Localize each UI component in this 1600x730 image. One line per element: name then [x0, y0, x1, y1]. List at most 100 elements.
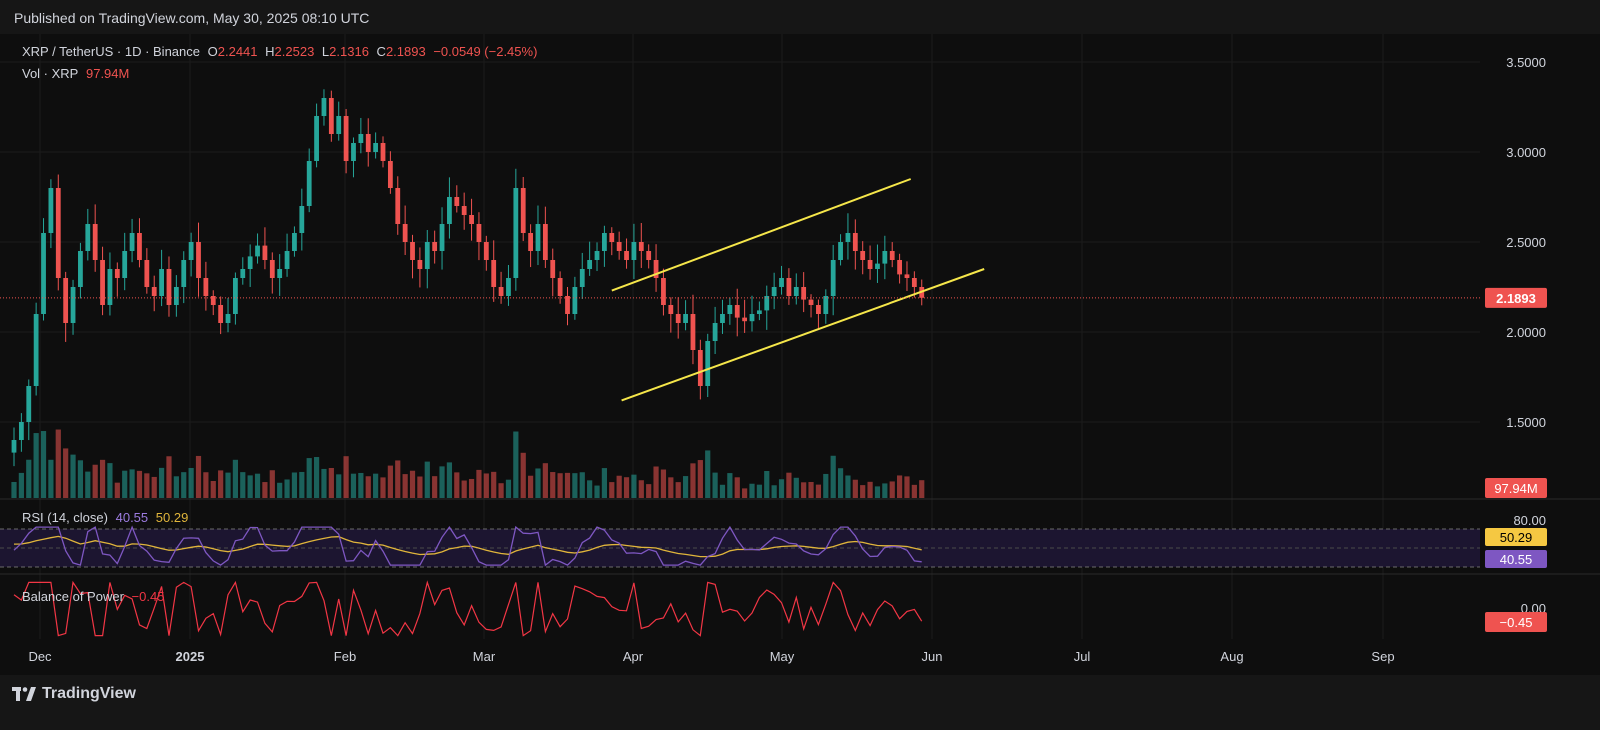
candle-body [808, 299, 814, 305]
candle-body [882, 251, 888, 264]
candle-body [535, 224, 541, 251]
candles [11, 89, 925, 467]
candle-body [306, 161, 312, 206]
volume-bar [40, 431, 47, 498]
volume-bar [232, 459, 238, 498]
volume-bar [85, 471, 91, 498]
candle-body [277, 269, 283, 278]
time-tick-label: Dec [28, 649, 52, 664]
candle-body [100, 260, 105, 305]
volume-bar [638, 480, 644, 498]
candle-body [889, 251, 895, 260]
candle-body [506, 278, 511, 296]
volume-bar [653, 466, 659, 498]
candle-body [816, 305, 821, 314]
candle-body [749, 314, 755, 322]
volume-bar [904, 476, 910, 498]
candle-body [55, 188, 61, 278]
volume-bar [461, 480, 467, 498]
volume-tag-label: 97.94M [1494, 481, 1537, 496]
candle-body [299, 206, 305, 233]
volume-bar [195, 455, 202, 498]
brand-name: TradingView [42, 685, 136, 702]
candle-body [705, 341, 711, 386]
volume-bar [557, 473, 563, 498]
time-tick-label: Sep [1371, 649, 1394, 664]
volume-bar [402, 474, 408, 498]
candle-body [321, 98, 327, 116]
volume-bar [262, 482, 268, 498]
bop-legend: Balance of Power −0.45 [22, 589, 168, 604]
volume-bar [328, 467, 334, 498]
volume-bar [564, 472, 571, 498]
candle-body [867, 260, 873, 269]
high-label: H [265, 44, 275, 59]
volume-bar [173, 476, 179, 498]
candle-body [48, 188, 54, 233]
volume-bar [727, 473, 733, 498]
symbol-name[interactable]: XRP / TetherUS · 1D · Binance [22, 44, 200, 59]
candle-body [727, 305, 733, 314]
volume-bar [882, 483, 888, 498]
candle-body [114, 269, 120, 278]
bop-tag [1485, 612, 1547, 632]
volume-bar [712, 472, 718, 498]
volume-bar [409, 470, 416, 498]
volume-bar [874, 486, 881, 498]
volume-bar [48, 459, 54, 498]
candle-body [653, 260, 659, 278]
candle-body [203, 278, 209, 296]
candle-body [661, 278, 666, 305]
candle-body [336, 116, 342, 134]
volume-bar [623, 477, 630, 498]
price-chart[interactable]: 80.00 50.29 40.55 0.00−0.45 1.5000 2.0000 2.… [0, 34, 1600, 675]
bop-pane: 0.00−0.45 [13, 580, 1547, 637]
low-label: L [321, 44, 330, 59]
volume-bar [646, 484, 652, 498]
bop-label[interactable]: Balance of Power [22, 589, 124, 604]
publish-bar: Published on TradingView.com, May 30, 20… [0, 0, 1600, 34]
time-tick-label: Jul [1074, 649, 1091, 664]
candle-body [188, 242, 194, 260]
volume-bar [247, 475, 253, 498]
candle-body [690, 314, 696, 350]
volume-bar [867, 481, 873, 498]
candle-body [85, 224, 91, 251]
time-tick-label: 2025 [176, 649, 205, 664]
trend-channel [611, 178, 985, 402]
volume-bar [550, 472, 556, 498]
low-value: 2.1316 [329, 44, 369, 59]
candle-body [830, 260, 836, 296]
candle-body [417, 260, 423, 269]
candle-body [240, 269, 246, 278]
volume-bar [668, 477, 674, 498]
volume-bar [579, 472, 585, 498]
volume-label[interactable]: Vol · XRP [22, 66, 79, 81]
volume-bar [837, 468, 844, 498]
volume-bar [151, 476, 157, 498]
volume-bar [601, 468, 607, 498]
volume-bar [454, 472, 460, 498]
volume-bar [705, 450, 711, 498]
rsi-ma-tag [1485, 528, 1547, 546]
volume-bar [572, 473, 578, 498]
volume-bar [343, 456, 349, 498]
trend-upper-line [611, 178, 912, 292]
volume-bar [719, 484, 726, 498]
rsi-label[interactable]: RSI (14, close) [22, 510, 108, 525]
candle-body [565, 296, 570, 314]
candle-body [557, 278, 563, 296]
tradingview-logo[interactable]: TradingView [12, 685, 136, 703]
candle-body [33, 314, 39, 386]
open-label: O [207, 44, 218, 59]
trend-lower-line [621, 268, 985, 402]
candle-body [387, 161, 393, 188]
price-tick-label: 2.0000 [1506, 325, 1546, 340]
candle-body [579, 269, 585, 287]
candle-body [70, 287, 76, 323]
candle-body [26, 386, 32, 422]
volume-bar [860, 485, 866, 498]
candle-body [845, 233, 851, 242]
volume-bar [815, 484, 822, 498]
volume-bar [306, 458, 312, 498]
